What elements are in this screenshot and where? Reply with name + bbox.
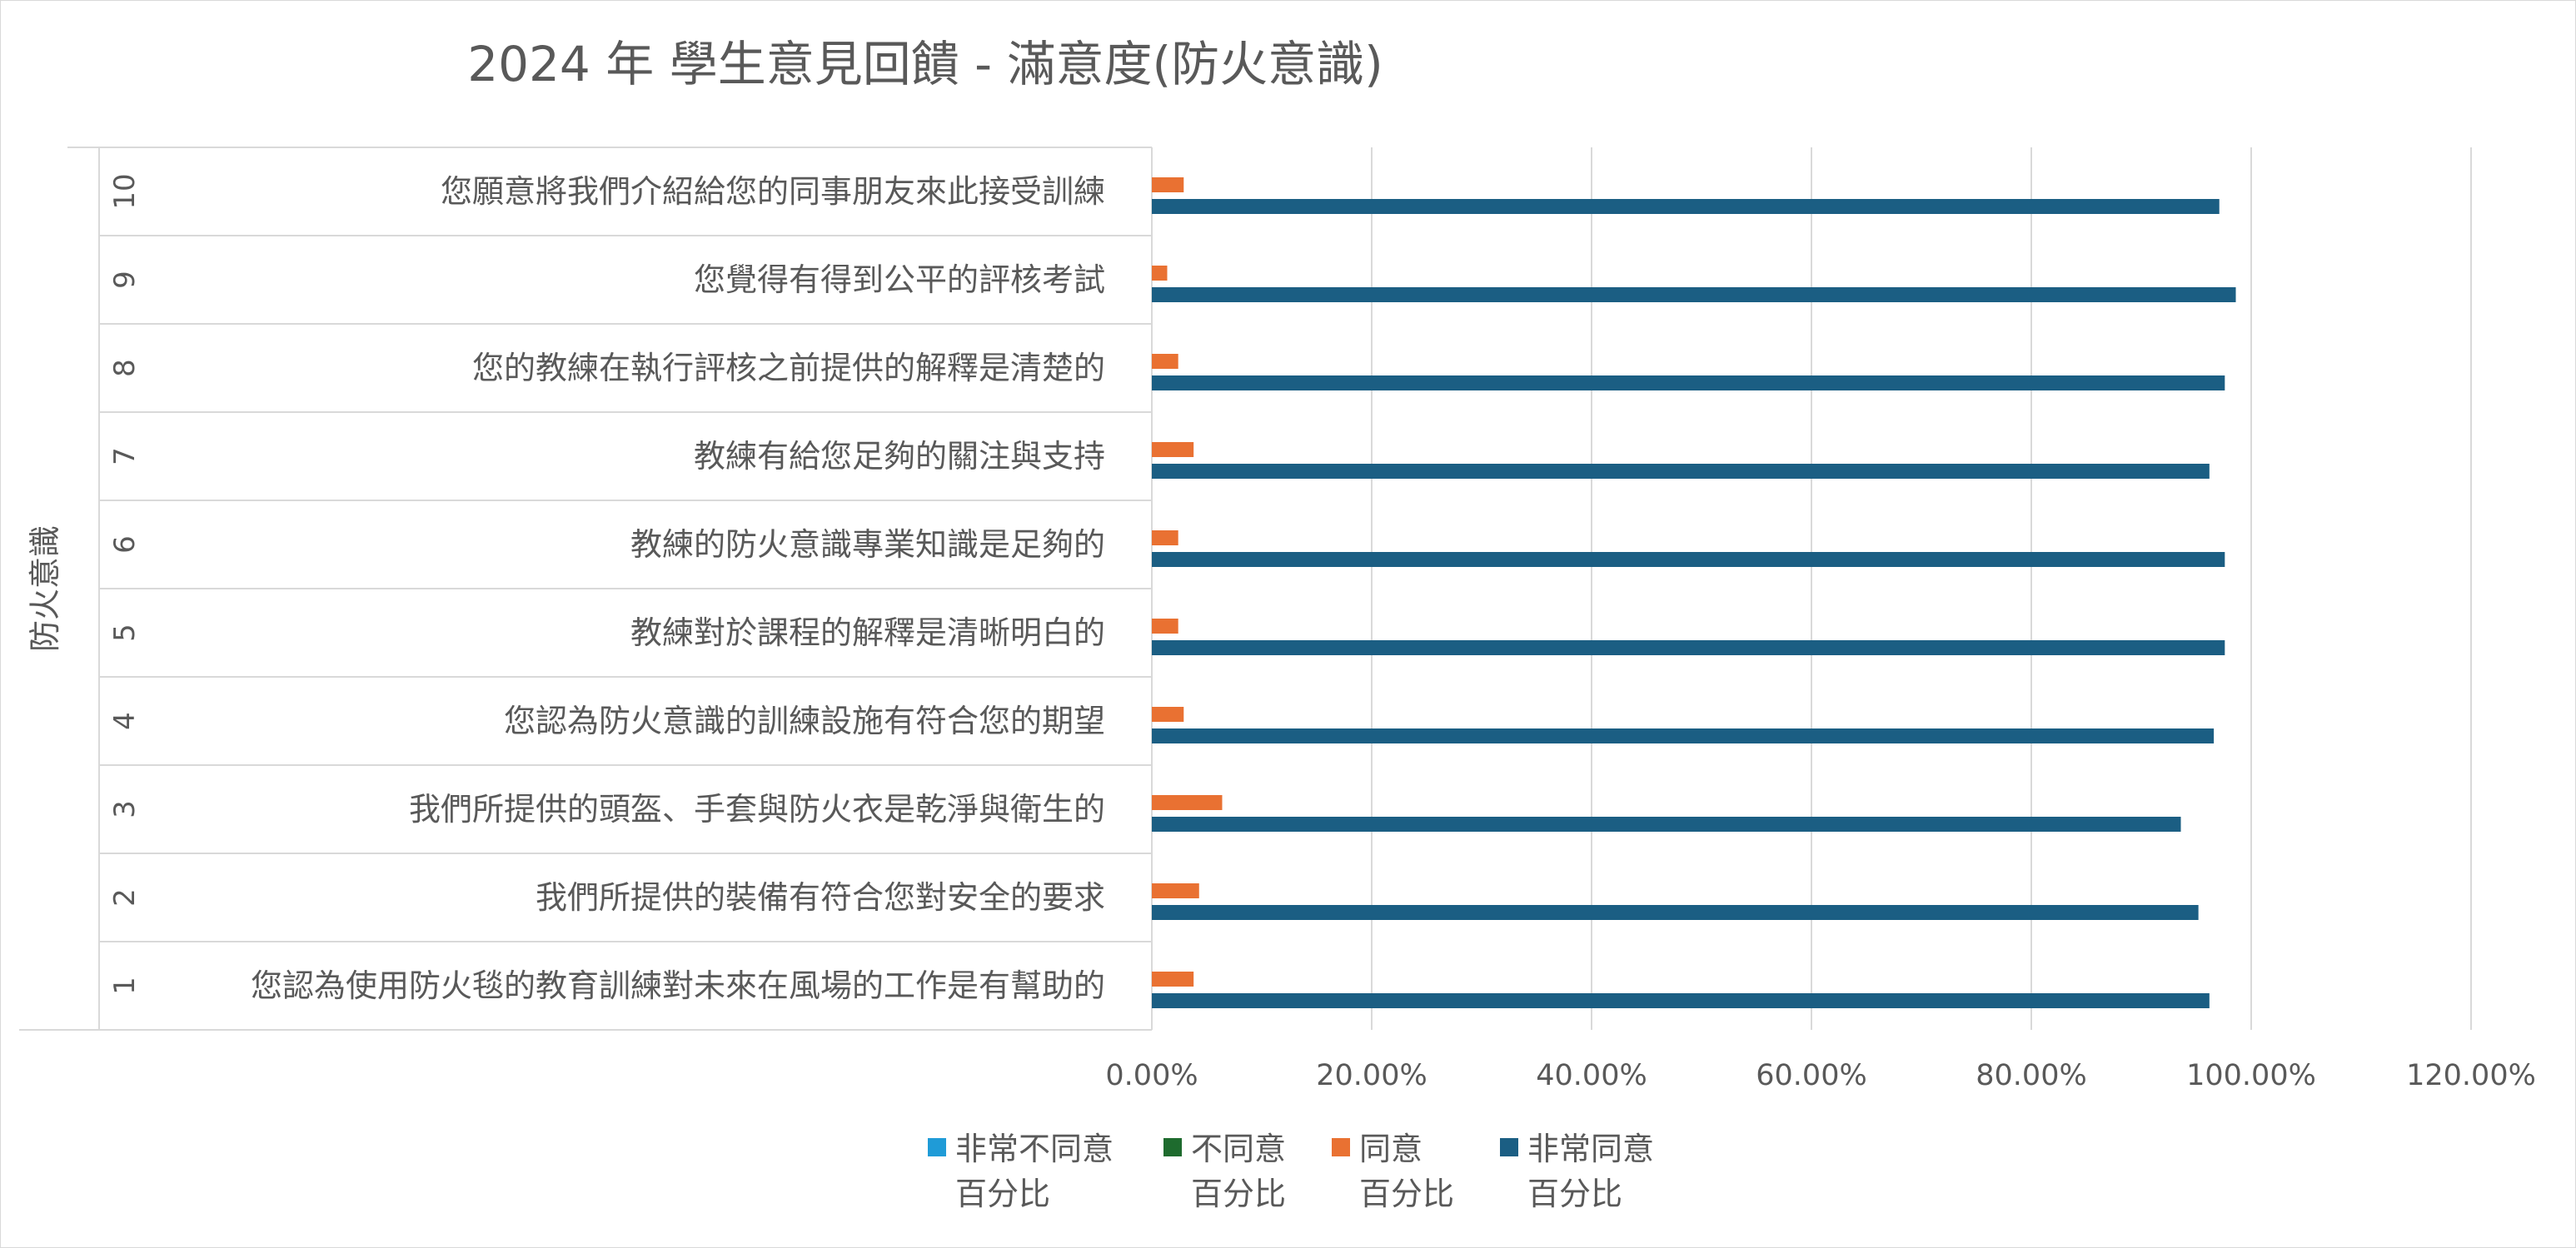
x-tick-label: 120.00% <box>2406 1059 2536 1092</box>
category-number: 6 <box>108 535 142 554</box>
category-number: 2 <box>108 888 142 907</box>
bar-3 <box>1152 199 2220 214</box>
category-number: 1 <box>108 977 142 995</box>
x-tick-label: 80.00% <box>1976 1059 2086 1092</box>
legend-swatch <box>928 1138 946 1156</box>
legend-label: 同意 <box>1359 1131 1423 1167</box>
category-label: 您願意將我們介紹給您的同事朋友來此接受訓練 <box>441 173 1105 210</box>
category-number: 9 <box>108 271 142 289</box>
category-label: 您認為使用防火毯的教育訓練對未來在風場的工作是有幫助的 <box>251 967 1105 1004</box>
bar-3 <box>1152 993 2210 1008</box>
x-tick-label: 20.00% <box>1316 1059 1427 1092</box>
x-tick-label: 40.00% <box>1536 1059 1647 1092</box>
bar-2 <box>1152 795 1223 810</box>
gridlines <box>1371 147 2472 1030</box>
bar-3 <box>1152 640 2225 655</box>
chart-title: 2024 年 學生意見回饋 - 滿意度(防火意識) <box>467 36 1383 92</box>
bar-2 <box>1152 883 1199 898</box>
x-tick-label: 60.00% <box>1756 1059 1866 1092</box>
category-number: 10 <box>108 173 142 209</box>
x-tick-label: 100.00% <box>2186 1059 2316 1092</box>
bar-2 <box>1152 530 1178 545</box>
category-label: 教練對於課程的解釋是清晰明白的 <box>630 614 1105 651</box>
bar-3 <box>1152 552 2225 567</box>
bar-2 <box>1152 707 1184 722</box>
category-number: 4 <box>108 712 142 730</box>
bar-3 <box>1152 464 2210 479</box>
category-label: 您認為防火意識的訓練設施有符合您的期望 <box>504 703 1105 739</box>
legend-label: 百分比 <box>1527 1176 1622 1212</box>
category-number: 7 <box>108 447 142 465</box>
category-number: 5 <box>108 624 142 642</box>
category-number: 8 <box>108 359 142 377</box>
bar-3 <box>1152 905 2199 920</box>
value-axis-ticks: 0.00% 20.00% 40.00% 60.00% 80.00% 100.00% 120.… <box>1105 1059 2535 1092</box>
legend-label: 不同意 <box>1191 1131 1286 1167</box>
bar-3 <box>1152 817 2181 832</box>
bar-2 <box>1152 619 1178 634</box>
category-label: 您覺得有得到公平的評核考試 <box>694 261 1105 298</box>
group-label: 防火意識 <box>27 525 63 652</box>
category-label: 我們所提供的裝備有符合您對安全的要求 <box>536 879 1105 916</box>
legend-label: 非常同意 <box>1527 1131 1654 1167</box>
legend-swatch <box>1332 1138 1350 1156</box>
bar-3 <box>1152 287 2236 302</box>
bars <box>1152 177 2236 1008</box>
category-label: 教練有給您足夠的關注與支持 <box>694 438 1105 475</box>
category-label: 我們所提供的頭盔、手套與防火衣是乾淨與衛生的 <box>409 791 1105 828</box>
legend-label: 百分比 <box>955 1176 1050 1212</box>
legend-label: 非常不同意 <box>955 1131 1114 1167</box>
category-label: 您的教練在執行評核之前提供的解釋是清楚的 <box>472 350 1105 386</box>
bar-2 <box>1152 354 1178 369</box>
category-label: 教練的防火意識專業知識是足夠的 <box>630 526 1105 563</box>
legend-swatch <box>1163 1138 1182 1156</box>
bar-2 <box>1152 177 1184 192</box>
category-number: 3 <box>108 800 142 818</box>
legend-label: 百分比 <box>1191 1176 1286 1212</box>
legend-label: 百分比 <box>1359 1176 1454 1212</box>
bar-3 <box>1152 375 2225 390</box>
bar-3 <box>1152 728 2215 743</box>
x-tick-label: 0.00% <box>1105 1059 1198 1092</box>
bar-2 <box>1152 266 1168 281</box>
legend-swatch <box>1500 1138 1518 1156</box>
bar-2 <box>1152 972 1194 987</box>
bar-2 <box>1152 442 1194 457</box>
